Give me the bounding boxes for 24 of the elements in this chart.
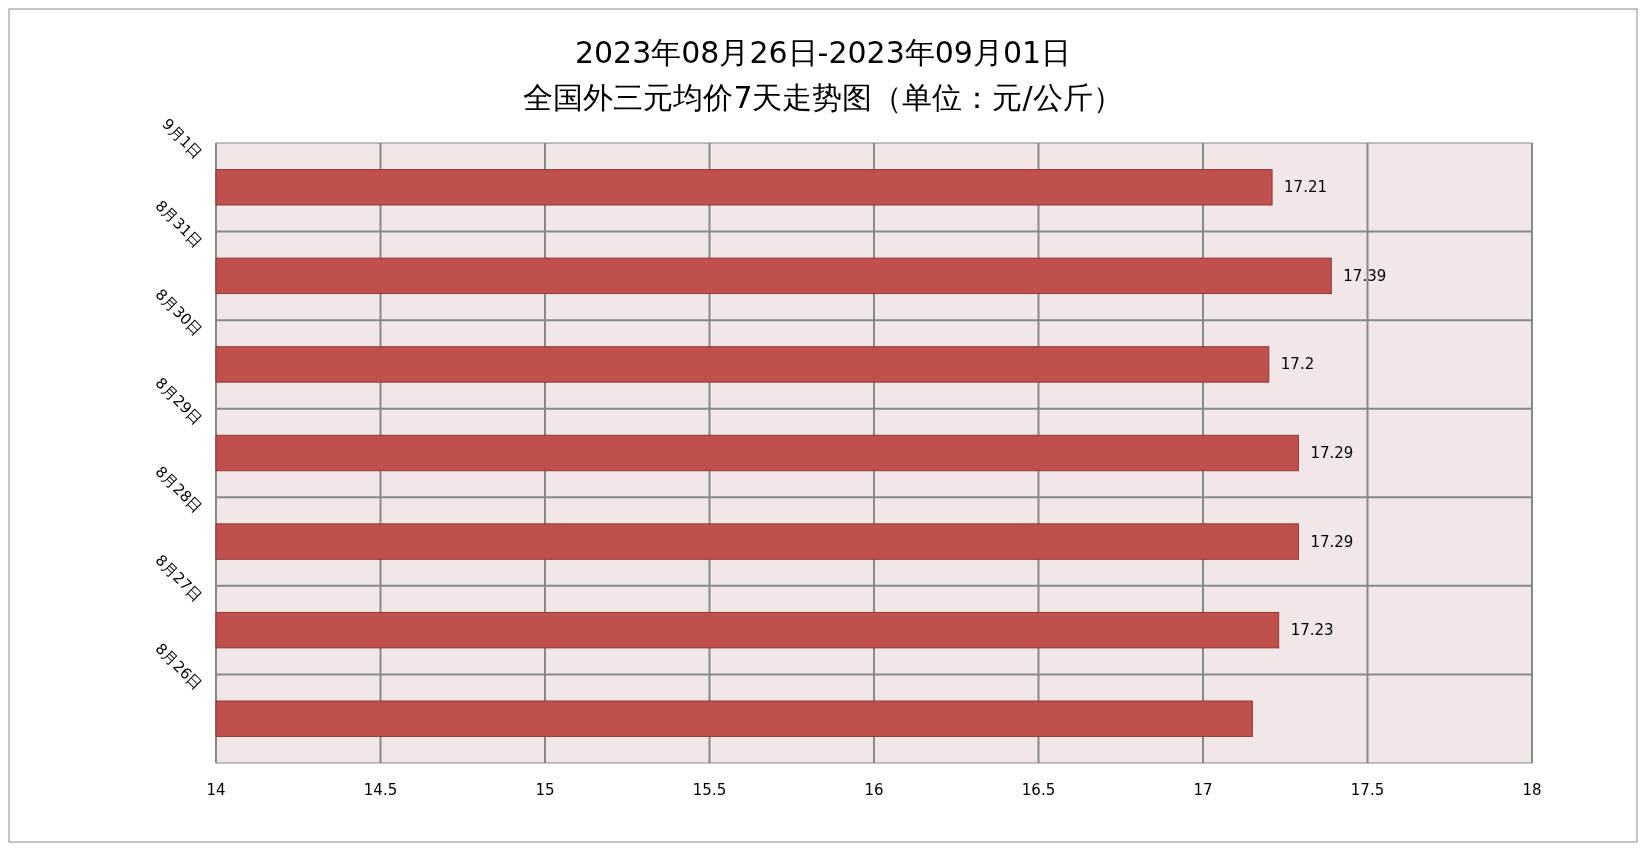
data-label: 17.39 bbox=[1343, 266, 1387, 285]
y-tick-label: 8月27日 bbox=[151, 551, 206, 606]
y-tick-label: 8月28日 bbox=[151, 462, 206, 517]
data-label: 17.29 bbox=[1310, 532, 1354, 551]
y-tick-label: 9月1日 bbox=[158, 114, 206, 163]
x-tick-label: 16 bbox=[864, 781, 884, 799]
x-tick-label: 16.5 bbox=[1021, 781, 1056, 799]
data-label: 17.29 bbox=[1310, 444, 1354, 462]
x-tick-label: 17 bbox=[1193, 781, 1213, 799]
chart-subtitle: 全国外三元均价7天走势图（单位：元/公斤） bbox=[523, 80, 1123, 115]
x-tick-label: 18 bbox=[1522, 781, 1542, 799]
data-label: 17.21 bbox=[1284, 178, 1328, 197]
data-label: 17.2 bbox=[1280, 355, 1315, 374]
x-tick-label: 14 bbox=[206, 781, 226, 799]
y-tick-label: 8月26日 bbox=[151, 639, 206, 694]
chart-title: 2023年08月26日-2023年09月01日 bbox=[574, 35, 1072, 70]
data-label: 17.23 bbox=[1290, 621, 1334, 640]
y-tick-label: 8月31日 bbox=[151, 196, 206, 251]
x-tick-label: 14.5 bbox=[363, 781, 398, 799]
y-tick-label: 8月30日 bbox=[151, 285, 206, 340]
x-tick-label: 17.5 bbox=[1350, 781, 1385, 799]
x-tick-label: 15.5 bbox=[692, 781, 727, 799]
y-tick-label: 8月29日 bbox=[151, 373, 206, 429]
x-tick-label: 15 bbox=[535, 781, 555, 799]
